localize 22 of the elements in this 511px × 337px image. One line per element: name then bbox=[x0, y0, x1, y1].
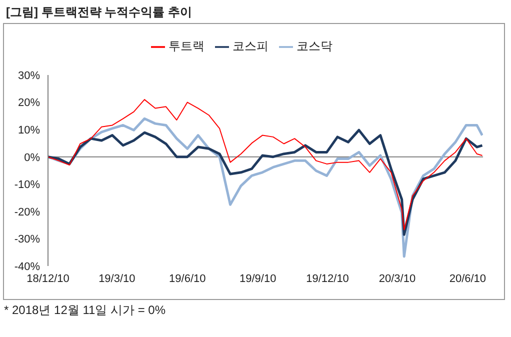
legend-label: 코스피 bbox=[232, 39, 268, 53]
text: * 2018년 12월 11일 시가 = 0% bbox=[4, 302, 166, 319]
x-tick-label: 19/3/10 bbox=[98, 272, 136, 285]
y-tick-label: -20% bbox=[14, 206, 40, 218]
chart-title: [그림] 투트랙전략 누적수익률 추이 bbox=[6, 4, 192, 21]
x-tick-label: 20/3/10 bbox=[378, 272, 416, 285]
y-tick-label: 30% bbox=[18, 70, 40, 82]
y-tick-label: 20% bbox=[18, 97, 40, 110]
y-tick-label: -10% bbox=[14, 179, 40, 192]
x-tick-label: 19/9/10 bbox=[239, 272, 276, 285]
legend-label: 투트랙 bbox=[168, 39, 204, 53]
y-tick-label: -40% bbox=[14, 260, 40, 273]
y-tick-label: -30% bbox=[14, 234, 40, 246]
legend-label: 코스닥 bbox=[296, 39, 332, 53]
x-tick-label: 20/6/10 bbox=[449, 272, 486, 285]
y-tick-label: 10% bbox=[18, 124, 40, 136]
line-series bbox=[48, 99, 483, 230]
x-tick-label: 18/12/10 bbox=[26, 272, 70, 285]
y-tick-label: 0% bbox=[24, 152, 40, 164]
x-tick-label: 19/6/10 bbox=[169, 272, 206, 285]
line-series bbox=[48, 128, 483, 236]
x-tick-label: 19/12/10 bbox=[306, 272, 349, 285]
